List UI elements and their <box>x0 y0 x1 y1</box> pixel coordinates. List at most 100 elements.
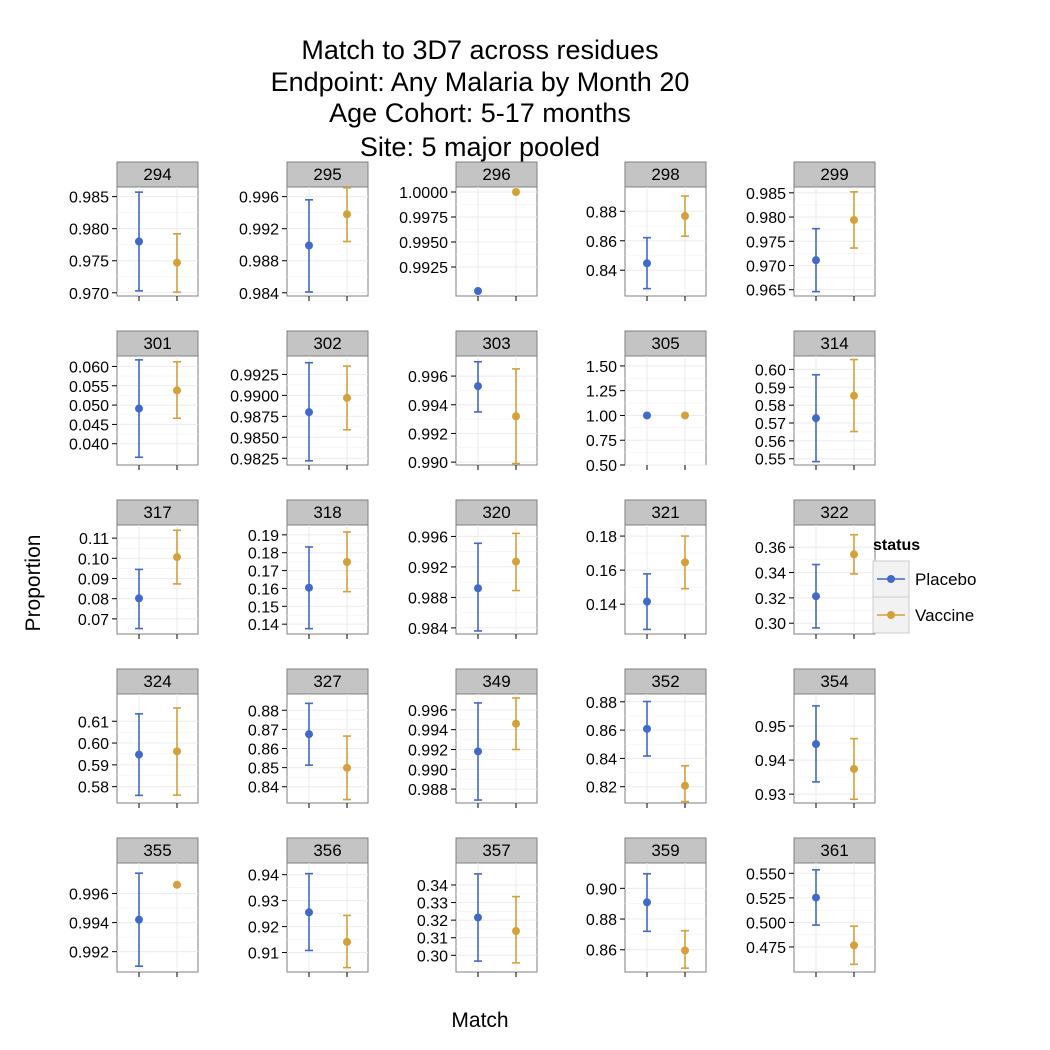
y-tick-label: 0.550 <box>746 866 786 883</box>
point-vaccine <box>173 386 181 395</box>
y-tick-label: 0.88 <box>248 703 279 720</box>
y-tick-label: 0.09 <box>78 571 109 588</box>
y-tick-label: 0.61 <box>78 714 109 731</box>
panel-background <box>455 862 538 973</box>
point-vaccine <box>681 781 689 790</box>
y-tick-label: 0.9950 <box>399 235 448 252</box>
title-line-3: Age Cohort: 5-17 months <box>329 98 631 128</box>
panel-background <box>624 186 707 297</box>
y-tick-label: 0.975 <box>746 234 786 251</box>
y-tick-label: 0.86 <box>248 742 279 759</box>
facet-strip-label: 352 <box>651 672 679 691</box>
title-line-4: Site: 5 major pooled <box>360 132 600 162</box>
point-vaccine <box>681 212 689 221</box>
panel-background <box>455 524 538 635</box>
facet-strip-label: 299 <box>820 165 848 184</box>
y-tick-label: 0.970 <box>746 258 786 275</box>
point-placebo <box>812 893 820 902</box>
y-tick-label: 0.32 <box>417 913 448 930</box>
y-tick-label: 0.82 <box>586 780 617 797</box>
panel-background <box>793 524 876 635</box>
panel-background <box>286 355 369 466</box>
facet-strip-label: 349 <box>482 672 510 691</box>
y-tick-label: 1.0000 <box>399 185 448 202</box>
y-tick-label: 0.965 <box>746 283 786 300</box>
y-tick-label: 0.9900 <box>230 388 279 405</box>
y-tick-label: 0.84 <box>586 751 617 768</box>
point-vaccine <box>343 937 351 946</box>
x-axis-title: Match <box>451 1009 508 1032</box>
point-placebo <box>305 241 313 250</box>
y-tick-label: 0.58 <box>78 780 109 797</box>
y-tick-label: 1.25 <box>586 384 617 401</box>
y-tick-label: 0.970 <box>69 286 109 303</box>
facet-strip <box>286 837 369 864</box>
point-vaccine <box>850 391 858 400</box>
facet-strip-label: 314 <box>820 334 848 353</box>
point-placebo <box>474 287 482 295</box>
facet-strip-label: 322 <box>820 503 848 522</box>
facet-panel-354: 354 0.93 0.94 0.95 <box>755 668 876 808</box>
y-tick-label: 0.10 <box>78 551 109 568</box>
facet-strip-label: 298 <box>651 165 679 184</box>
y-tick-label: 1.00 <box>586 408 617 425</box>
y-tick-label: 0.88 <box>586 912 617 929</box>
point-vaccine <box>850 215 858 224</box>
y-tick-label: 0.94 <box>755 753 786 770</box>
y-tick-label: 0.985 <box>746 186 786 203</box>
point-placebo <box>812 256 820 265</box>
y-tick-label: 0.15 <box>248 599 279 616</box>
y-tick-label: 0.994 <box>408 723 448 740</box>
point-vaccine <box>173 258 181 267</box>
y-tick-label: 0.34 <box>755 566 786 583</box>
y-tick-label: 0.984 <box>239 286 279 303</box>
legend-title: status <box>873 537 920 554</box>
panel-background <box>116 186 199 297</box>
facet-strip-label: 301 <box>143 334 171 353</box>
y-tick-label: 0.93 <box>755 787 786 804</box>
point-placebo <box>135 915 143 924</box>
y-tick-label: 0.16 <box>248 581 279 598</box>
point-placebo <box>643 259 651 268</box>
panel-background <box>116 862 199 973</box>
y-tick-label: 0.56 <box>755 434 786 451</box>
facet-strip <box>116 837 199 864</box>
y-tick-label: 0.988 <box>408 590 448 607</box>
y-tick-label: 0.060 <box>69 359 109 376</box>
y-tick-label: 0.9875 <box>230 409 279 426</box>
y-tick-label: 0.055 <box>69 379 109 396</box>
y-tick-label: 0.980 <box>69 222 109 239</box>
y-tick-label: 0.85 <box>248 761 279 778</box>
y-tick-label: 0.84 <box>248 780 279 797</box>
y-tick-label: 0.990 <box>408 455 448 472</box>
y-tick-label: 0.94 <box>248 868 279 885</box>
facet-strip <box>116 161 199 188</box>
point-placebo <box>305 408 313 417</box>
y-tick-label: 0.75 <box>586 433 617 450</box>
y-tick-label: 0.57 <box>755 416 786 433</box>
point-vaccine <box>512 719 520 728</box>
point-placebo <box>474 913 482 922</box>
point-placebo <box>812 740 820 749</box>
y-tick-label: 0.14 <box>586 597 617 614</box>
y-tick-label: 0.040 <box>69 437 109 454</box>
y-axis-title: Proportion <box>22 535 45 632</box>
facet-panel-301: 301 0.040 0.045 0.050 0.055 0.060 <box>69 330 199 470</box>
facet-strip <box>286 499 369 526</box>
legend-key-point <box>887 611 895 619</box>
facet-strip <box>455 161 538 188</box>
y-tick-label: 0.992 <box>69 945 109 962</box>
y-tick-label: 0.31 <box>417 931 448 948</box>
facet-strip <box>286 161 369 188</box>
facet-strip <box>624 668 707 695</box>
y-tick-label: 0.34 <box>417 878 448 895</box>
panel-background <box>624 693 707 804</box>
y-tick-label: 0.84 <box>586 263 617 280</box>
y-tick-label: 0.996 <box>239 190 279 207</box>
y-tick-label: 0.996 <box>69 887 109 904</box>
point-placebo <box>305 908 313 917</box>
point-placebo <box>135 750 143 759</box>
y-tick-label: 0.980 <box>746 210 786 227</box>
y-tick-label: 0.975 <box>69 254 109 271</box>
